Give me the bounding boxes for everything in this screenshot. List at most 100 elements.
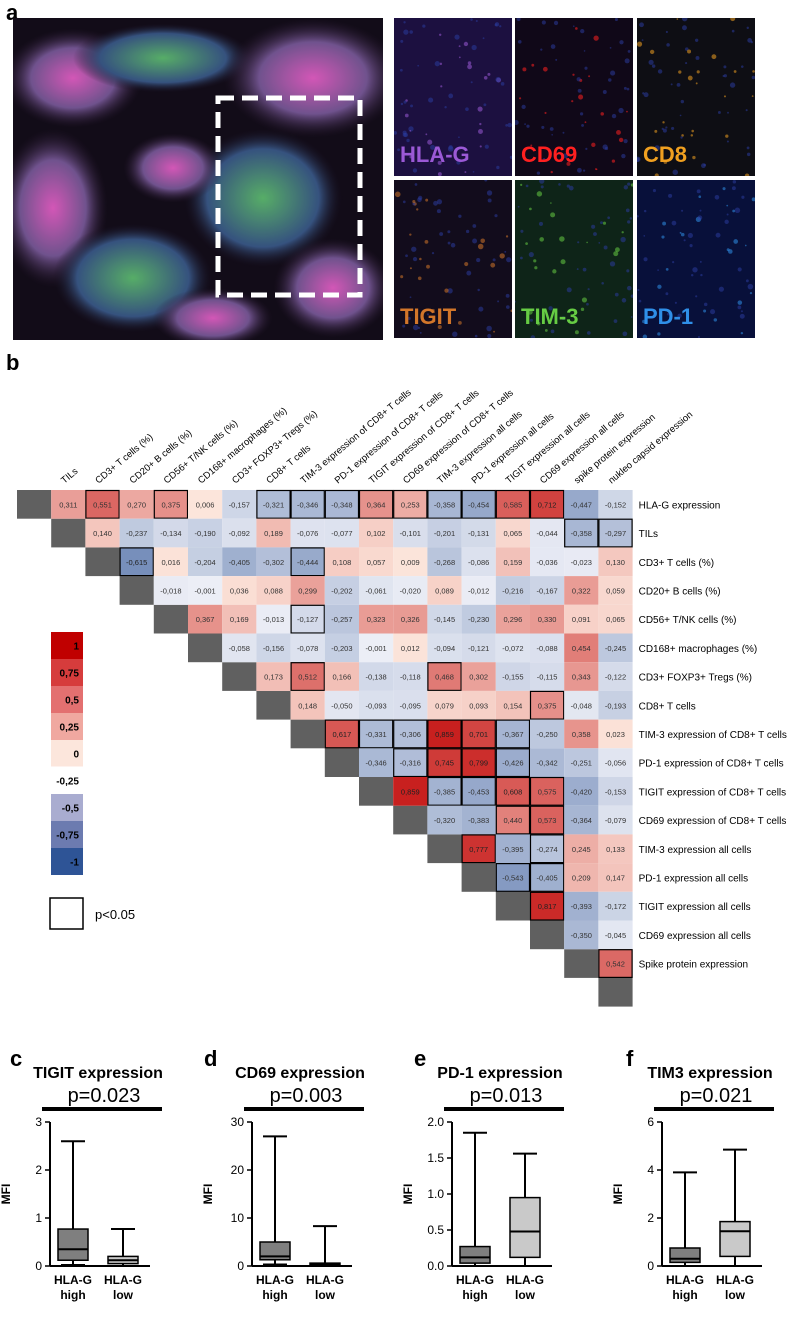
group-label: high xyxy=(672,1288,697,1302)
diagonal-cell xyxy=(153,604,188,634)
heatmap-cell xyxy=(393,604,428,634)
heatmap-value: 0,364 xyxy=(367,500,386,509)
heatmap-value: 0,375 xyxy=(162,500,181,509)
p-value: p=0.023 xyxy=(68,1085,141,1107)
heatmap-cell xyxy=(598,690,633,720)
group-label: low xyxy=(725,1288,746,1302)
heatmap-cell xyxy=(393,748,428,777)
heatmap-value: -0,385 xyxy=(434,787,455,796)
heatmap-value: -0,306 xyxy=(400,730,421,739)
y-tick-label: 2 xyxy=(647,1211,654,1225)
heatmap-value: -0,077 xyxy=(331,529,352,538)
y-axis-label: MFI xyxy=(201,1184,215,1205)
diagonal-cell xyxy=(119,576,154,605)
p-value: p=0.013 xyxy=(470,1085,543,1107)
heatmap-cell xyxy=(495,547,530,577)
heatmap-cell xyxy=(393,518,428,548)
heatmap-value: 0,573 xyxy=(538,816,557,825)
heatmap-value: -0,245 xyxy=(605,644,626,653)
heatmap-cell xyxy=(427,490,462,519)
group-label: HLA-G xyxy=(306,1273,344,1287)
heatmap-value: 0,608 xyxy=(504,787,523,796)
heatmap-cell xyxy=(564,547,599,577)
significance-box xyxy=(461,748,496,778)
heatmap-cell xyxy=(359,719,394,749)
heatmap-cell xyxy=(564,805,599,835)
group-label: low xyxy=(113,1288,134,1302)
group-label: low xyxy=(315,1288,336,1302)
heatmap-cell xyxy=(153,576,188,605)
panel-letter-d: d xyxy=(204,1046,218,1071)
heatmap-cell xyxy=(85,490,120,519)
heatmap-cell xyxy=(256,547,291,577)
row-label: CD3+ FOXP3+ Tregs (%) xyxy=(639,673,752,684)
legend-swatch xyxy=(51,713,83,740)
heatmap-value: -0,122 xyxy=(605,673,626,682)
heatmap-value: -0,044 xyxy=(536,529,557,538)
heatmap-cell xyxy=(461,633,496,663)
heatmap-value: -0,383 xyxy=(468,816,489,825)
heatmap-cell xyxy=(393,633,428,663)
heatmap-value: -0,321 xyxy=(263,500,284,509)
heatmap-value: -0,395 xyxy=(502,845,523,854)
heatmap-value: 0,859 xyxy=(435,730,454,739)
heatmap-cell xyxy=(222,604,257,634)
heatmap-cell xyxy=(598,518,633,548)
group-label: high xyxy=(60,1288,85,1302)
heatmap-cell xyxy=(495,719,530,749)
y-tick-label: 1.0 xyxy=(427,1187,444,1201)
legend-tick: -0,5 xyxy=(62,804,80,815)
box xyxy=(459,1245,491,1264)
significance-box xyxy=(427,748,462,778)
heatmap-value: -0,079 xyxy=(605,816,626,825)
legend-swatch xyxy=(50,766,84,795)
diagonal-cell xyxy=(393,805,428,835)
heatmap-value: -0,454 xyxy=(468,500,489,509)
significance-box xyxy=(393,748,428,778)
heatmap-cell xyxy=(495,690,530,720)
heatmap-value: 0,091 xyxy=(572,615,591,624)
heatmap-cell xyxy=(427,604,462,634)
heatmap-value: -0,172 xyxy=(605,902,626,911)
legend-swatch xyxy=(51,740,83,767)
heatmap-cell xyxy=(256,662,291,691)
heatmap-cell xyxy=(530,863,565,892)
heatmap-value: -0,251 xyxy=(571,759,592,768)
heatmap-cell xyxy=(427,662,462,691)
heatmap-value: 0,799 xyxy=(469,759,488,768)
row-label: PD-1 expression of CD8+ T cells xyxy=(639,759,784,770)
heatmap-cell xyxy=(495,805,530,835)
significance-box xyxy=(393,719,428,749)
heatmap-value: 0,088 xyxy=(264,586,283,595)
heatmap-value: -0,543 xyxy=(502,873,523,882)
heatmap-cell xyxy=(564,748,599,777)
channel-label: TIM-3 xyxy=(521,304,579,329)
heatmap-value: 0,245 xyxy=(572,845,591,854)
heatmap-cell xyxy=(222,633,257,663)
group-label: HLA-G xyxy=(54,1273,92,1287)
heatmap-value: 0,065 xyxy=(606,615,625,624)
heatmap-cell xyxy=(495,748,530,777)
heatmap-cell xyxy=(598,949,633,978)
heatmap-value: -0,134 xyxy=(160,529,181,538)
heatmap-value: 0,343 xyxy=(572,673,591,682)
heatmap-value: -0,274 xyxy=(536,845,557,854)
merged-microscopy-image xyxy=(13,18,383,340)
heatmap-value: 0,154 xyxy=(504,701,523,710)
y-tick-label: 4 xyxy=(647,1163,654,1177)
heatmap-value: -0,121 xyxy=(468,644,489,653)
heatmap-cell xyxy=(495,604,530,634)
heatmap-cell xyxy=(290,604,325,634)
panel-letter-e: e xyxy=(414,1046,427,1071)
heatmap-value: -0,420 xyxy=(571,787,592,796)
significance-box xyxy=(324,719,360,749)
significance-box xyxy=(461,776,496,806)
significance-box xyxy=(598,518,633,548)
legend-tick: 0,75 xyxy=(60,669,80,680)
heatmap-value: -0,444 xyxy=(297,558,318,567)
heatmap-cell xyxy=(461,690,496,720)
channel-label: HLA-G xyxy=(400,142,470,167)
heatmap-cell xyxy=(324,690,359,720)
significance-box xyxy=(119,547,154,577)
heatmap-value: -0,001 xyxy=(365,644,386,653)
